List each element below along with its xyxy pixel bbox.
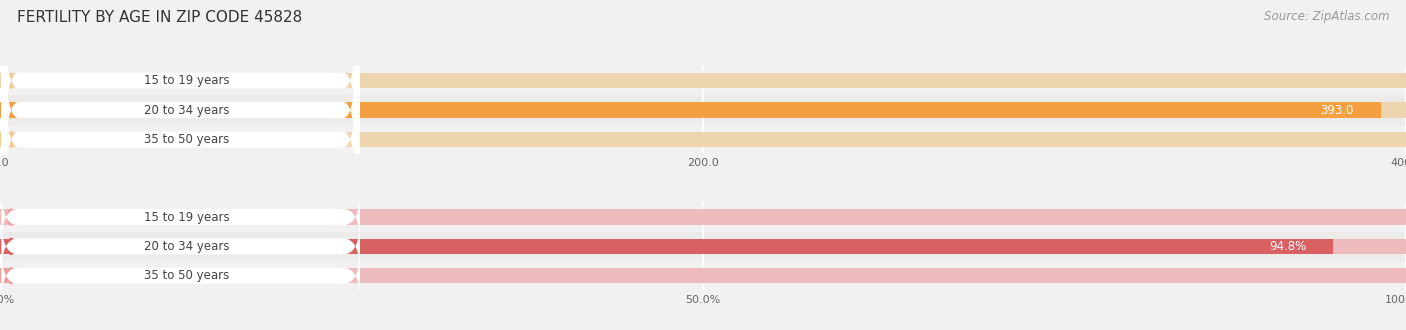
Circle shape: [7, 268, 15, 284]
Bar: [0, 125, 1406, 154]
Bar: [0, 102, 1381, 117]
Text: 20 to 34 years: 20 to 34 years: [143, 104, 229, 116]
Bar: [0, 268, 1406, 283]
Bar: [0, 95, 1406, 125]
Bar: [0, 73, 1406, 88]
Bar: [0, 132, 56, 147]
Circle shape: [7, 209, 15, 225]
Bar: [0, 202, 1406, 232]
Circle shape: [7, 239, 15, 254]
Text: 393.0: 393.0: [1320, 104, 1354, 116]
Circle shape: [10, 131, 13, 147]
FancyBboxPatch shape: [1, 248, 360, 303]
FancyBboxPatch shape: [1, 0, 360, 214]
Text: 0.0: 0.0: [17, 74, 35, 87]
Circle shape: [10, 102, 13, 118]
FancyBboxPatch shape: [1, 0, 360, 243]
Text: 15 to 19 years: 15 to 19 years: [143, 74, 229, 87]
Bar: [0, 268, 73, 283]
Bar: [0, 239, 1406, 254]
Bar: [0, 102, 1406, 117]
Bar: [0, 210, 1406, 225]
Text: 15 to 19 years: 15 to 19 years: [143, 211, 229, 223]
Bar: [0, 232, 1406, 261]
Bar: [0, 239, 1333, 254]
Text: 5.2%: 5.2%: [90, 269, 120, 282]
FancyBboxPatch shape: [1, 7, 360, 272]
Bar: [0, 132, 1406, 147]
Text: 35 to 50 years: 35 to 50 years: [143, 269, 229, 282]
Text: 0.0%: 0.0%: [17, 211, 46, 223]
Text: 94.8%: 94.8%: [1270, 240, 1306, 253]
Text: 35 to 50 years: 35 to 50 years: [143, 133, 229, 146]
Bar: [0, 66, 1406, 95]
FancyBboxPatch shape: [1, 219, 360, 274]
Text: 16.0: 16.0: [73, 133, 100, 146]
Text: Source: ZipAtlas.com: Source: ZipAtlas.com: [1264, 10, 1389, 23]
Circle shape: [10, 73, 13, 88]
Text: FERTILITY BY AGE IN ZIP CODE 45828: FERTILITY BY AGE IN ZIP CODE 45828: [17, 10, 302, 25]
FancyBboxPatch shape: [1, 190, 360, 244]
Bar: [0, 261, 1406, 290]
Text: 20 to 34 years: 20 to 34 years: [143, 240, 229, 253]
